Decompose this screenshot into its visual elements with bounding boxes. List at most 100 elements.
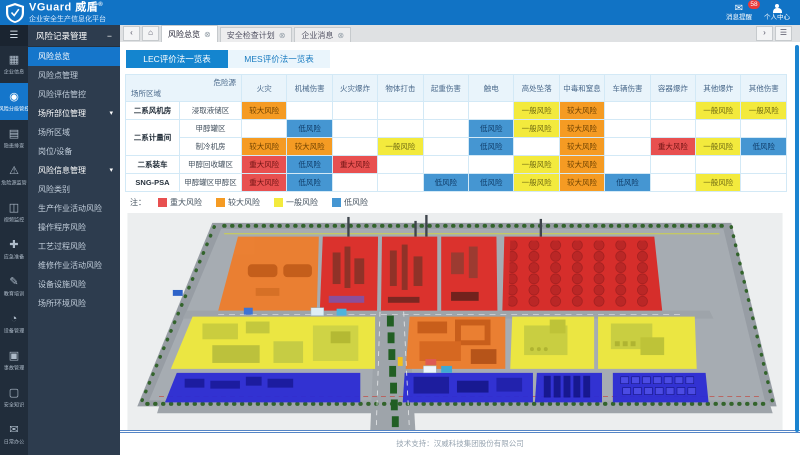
sidebar-item-操作程序风险[interactable]: 操作程序风险 (28, 218, 120, 237)
sidebar-item-label: 风险信息管理 (38, 166, 86, 175)
sidebar-group-场所部位管理[interactable]: 场所部位管理 ▾ (28, 104, 120, 123)
risk-level-cell: 一般风险 (513, 101, 560, 120)
sidebar-item-岗位/设备[interactable]: 岗位/设备 (28, 142, 120, 161)
sidebar-item-风险总览[interactable]: 风险总览 (28, 47, 120, 66)
legend-label: 一般风险 (286, 198, 318, 207)
risk-legend: 注： 重大风险 较大风险 一般风险 低风险 (130, 197, 800, 208)
risk-level-cell: 一般风险 (695, 173, 742, 192)
risk-level-cell: 低风险 (422, 173, 470, 192)
close-icon[interactable]: ⊗ (337, 30, 345, 40)
sidebar: 风险记录管理 − 风险总览 风险点管理 风险评估管控 场所部位管理 ▾ 场所区域 岗位/设备… (28, 25, 120, 455)
close-icon[interactable]: ⊗ (278, 30, 286, 40)
road-markings (218, 311, 680, 435)
risk-level-cell: 低风险 (468, 137, 515, 156)
rail-item-hazard-inspection[interactable]: ▤ 隐患排查 (0, 120, 28, 157)
hazard-source-cell: 甲醇回收罐区 (179, 155, 242, 174)
rail-item-accident-mgmt[interactable]: ▣ 事故管理 (0, 342, 28, 379)
rail-item-education-training[interactable]: ✎ 教育培训 (0, 268, 28, 305)
risk-level-cell: 低风险 (740, 137, 787, 156)
first-aid-icon: ✚ (9, 238, 19, 251)
empty-cell (695, 155, 742, 174)
support-text: 技术支持：汉威科技集团股份有限公司 (396, 439, 524, 448)
top-header: VGuard 威盾® 企业安全生产信息化平台 ✉ 58 消息提醒 个人中心 (0, 0, 800, 25)
empty-cell (604, 119, 651, 138)
window-tab-label: 风险总览 (168, 29, 200, 39)
risk-level-cell: 重大风险 (649, 137, 697, 156)
risk-level-cell: 低风险 (468, 173, 515, 192)
rail-item-risk-grading-control[interactable]: ◉ 风险分级管控 (0, 83, 30, 120)
vertical-scrollbar[interactable] (795, 45, 799, 432)
sidebar-item-label: 风险类别 (38, 185, 70, 194)
risk-matrix-table: 危险源 场所区域 火灾 机械伤害 火灾爆炸 物体打击 起重伤害 触电 高处坠落 中毒和窒息 车辆… (125, 74, 787, 192)
window-tab-安全检查计划[interactable]: 安全检查计划 ⊗ (219, 27, 293, 42)
sidebar-item-场所区域[interactable]: 场所区域 (28, 123, 120, 142)
gauge-icon: ◔ (10, 312, 18, 325)
view-tab-MES评价法一览表[interactable]: MES评价法一览表 (228, 50, 330, 68)
sidebar-item-生产作业活动风险[interactable]: 生产作业活动风险 (28, 199, 120, 218)
rail-item-emergency-prep[interactable]: ✚ 应急准备 (0, 231, 28, 268)
main-panel: LEC评价法一览表 MES评价法一览表 危险源 场所区域 火灾 机械伤害 火灾爆炸 物体… (120, 42, 800, 455)
home-tab-button[interactable]: ⌂ (142, 26, 159, 41)
legend-label: 低风险 (344, 198, 368, 207)
empty-cell (377, 101, 424, 120)
map-zone-blue-left[interactable] (164, 372, 361, 403)
risk-level-cell: 较大风险 (558, 137, 606, 156)
tab-scroll-right-button[interactable]: › (756, 26, 773, 41)
risk-level-cell: 一般风险 (740, 101, 787, 120)
sidebar-item-风险评估管控[interactable]: 风险评估管控 (28, 85, 120, 104)
view-tab-LEC评价法一览表[interactable]: LEC评价法一览表 (126, 50, 228, 68)
profile-button[interactable]: 个人中心 (764, 3, 790, 22)
corner-label-hazard: 危险源 (213, 78, 237, 87)
sidebar-item-label: 场所环境风险 (38, 299, 86, 308)
user-icon (772, 3, 782, 14)
rail-item-danger-source-monitor[interactable]: ⚠ 危险源监管 (0, 157, 28, 194)
icon-rail: ☰ ▦ 企业信息 ◉ 风险分级管控 ▤ 隐患排查 ⚠ 危险源监管 ◫ 视频监控 ✚ 应急准备 ✎ 教育培训… (0, 25, 30, 455)
building-icon: ▦ (8, 53, 20, 66)
window-tab-label: 安全检查计划 (226, 30, 275, 40)
window-tab-企业消息[interactable]: 企业消息 ⊗ (294, 27, 352, 42)
rail-item-label: 风险分级管控 (0, 106, 30, 112)
risk-level-cell: 较大风险 (240, 101, 288, 120)
risk-level-cell: 一般风险 (695, 137, 742, 156)
shield-icon: ◉ (9, 90, 19, 103)
window-tab-风险总览[interactable]: 风险总览 ⊗ (161, 25, 218, 42)
profile-label: 个人中心 (764, 13, 790, 21)
footer: 技术支持：汉威科技集团股份有限公司 (120, 430, 800, 455)
tab-back-button[interactable]: ‹ (123, 26, 140, 41)
sidebar-group-风险信息管理[interactable]: 风险信息管理 ▾ (28, 161, 120, 180)
envelope-icon: ✉ (734, 2, 744, 14)
rail-item-equipment-mgmt[interactable]: ◔ 设备管理 (0, 305, 28, 342)
clipboard-icon: ▤ (8, 127, 20, 140)
shield-logo-icon (6, 2, 24, 23)
close-icon[interactable]: ⊗ (204, 29, 211, 39)
rail-item-video-monitor[interactable]: ◫ 视频监控 (0, 194, 28, 231)
menu-toggle-button[interactable]: ☰ (0, 25, 28, 46)
hazard-column-header: 火灾 (240, 74, 288, 102)
content-area: ‹ ⌂ 风险总览 ⊗ 安全检查计划 ⊗ 企业消息 ⊗ › ☰ LEC评价法一览表 MES评价… (120, 25, 800, 455)
tab-list-button[interactable]: ☰ (775, 26, 792, 41)
sidebar-item-风险点管理[interactable]: 风险点管理 (28, 66, 120, 85)
sidebar-group-header[interactable]: 风险记录管理 − (28, 25, 120, 47)
collapse-icon[interactable]: − (107, 30, 112, 41)
messages-badge: 58 (748, 0, 760, 9)
rail-item-safety-knowledge[interactable]: ▢ 安全知识 (0, 379, 28, 416)
legend-swatch (216, 198, 225, 207)
plant-3d-map[interactable] (124, 213, 786, 435)
sidebar-item-维修作业活动风险[interactable]: 维修作业活动风险 (28, 256, 120, 275)
sidebar-item-设备设施风险[interactable]: 设备设施风险 (28, 275, 120, 294)
empty-cell (422, 137, 470, 156)
hazard-column-header: 物体打击 (377, 74, 424, 102)
messages-button[interactable]: ✉ 58 消息提醒 (726, 0, 760, 22)
table-corner-cell: 危险源 场所区域 (125, 74, 242, 102)
rail-item-daily-office[interactable]: ✉ 日常办公 (0, 416, 28, 453)
empty-cell (513, 137, 560, 156)
sidebar-item-风险类别[interactable]: 风险类别 (28, 180, 120, 199)
empty-cell (377, 119, 424, 138)
chevron-down-icon: ▾ (109, 110, 113, 117)
empty-cell (240, 119, 288, 138)
sidebar-item-场所环境风险[interactable]: 场所环境风险 (28, 294, 120, 313)
risk-level-cell: 一般风险 (513, 119, 560, 138)
hazard-column-header: 火灾爆炸 (331, 74, 379, 102)
rail-item-enterprise-info[interactable]: ▦ 企业信息 (0, 46, 28, 83)
sidebar-item-工艺过程风险[interactable]: 工艺过程风险 (28, 237, 120, 256)
